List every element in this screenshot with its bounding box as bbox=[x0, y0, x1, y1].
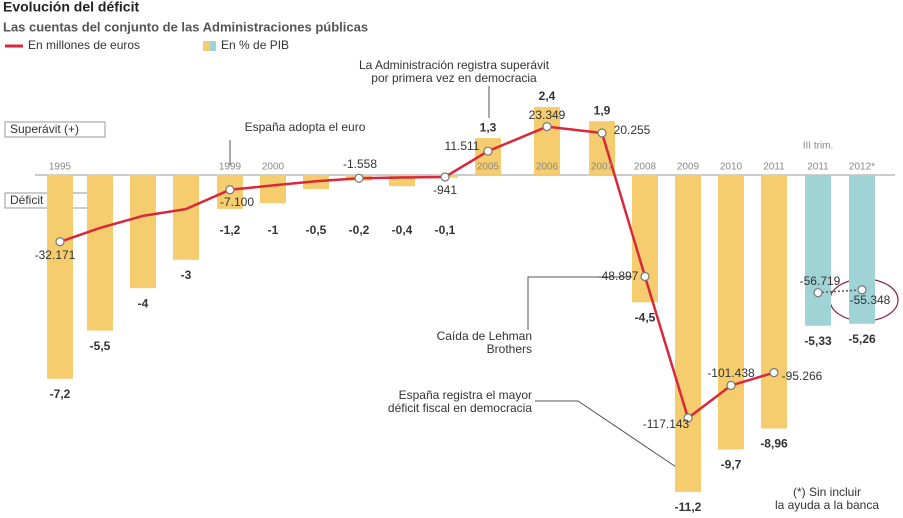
line-point bbox=[440, 172, 450, 182]
axis-label: Superávit (+) bbox=[10, 122, 79, 136]
line-point bbox=[542, 122, 552, 132]
bar-value-label: 1,9 bbox=[594, 103, 611, 117]
bar-value-label: -4,5 bbox=[635, 310, 656, 324]
bar-value-label: -11,2 bbox=[675, 500, 702, 514]
line-point bbox=[726, 380, 736, 391]
line-point bbox=[597, 128, 607, 138]
annotation: España registra el mayor bbox=[399, 388, 532, 402]
line-value-label: -117.143 bbox=[643, 417, 690, 431]
leader-line bbox=[535, 400, 689, 476]
line-point bbox=[857, 285, 867, 295]
line-value-label: 23.349 bbox=[529, 108, 566, 122]
annotation: La Administración registra superávit bbox=[359, 58, 550, 72]
line-point bbox=[55, 237, 65, 247]
legend: En millones de euros En % de PIB bbox=[5, 38, 289, 52]
x-tick-label: 2010 bbox=[720, 162, 743, 173]
x-tick-label: 2007 bbox=[591, 162, 614, 173]
bar-value-label: -7,2 bbox=[50, 387, 71, 401]
x-tick-label: 2006 bbox=[536, 162, 559, 173]
x-tick-label: 2000 bbox=[262, 162, 285, 173]
line-value-label: 20.255 bbox=[614, 123, 651, 137]
bar bbox=[805, 174, 831, 326]
line-point bbox=[483, 146, 493, 156]
annotation: por primera vez en democracia bbox=[371, 71, 537, 85]
bar bbox=[87, 174, 113, 331]
bar-value-label: -5,33 bbox=[804, 334, 832, 348]
bar-value-label: -0,1 bbox=[435, 223, 456, 237]
line-value-label: -1.558 bbox=[343, 157, 377, 171]
bar-value-label: -0,4 bbox=[392, 223, 413, 237]
x-tick-label: 2005 bbox=[477, 162, 500, 173]
x-tick-label: 2009 bbox=[677, 162, 700, 173]
legend-swatch bbox=[203, 41, 211, 51]
bar-value-label: 1,3 bbox=[480, 120, 497, 134]
bar-value-label: -5,5 bbox=[90, 339, 111, 353]
line-value-label: -32.171 bbox=[35, 248, 76, 262]
line bbox=[59, 125, 775, 421]
line-value-label: -101.438 bbox=[707, 366, 755, 380]
bar-value-label: -5,26 bbox=[848, 332, 876, 346]
bar bbox=[173, 174, 199, 260]
bar-value-label: -0,5 bbox=[306, 223, 327, 237]
bar bbox=[761, 174, 787, 429]
line-point bbox=[813, 288, 823, 298]
bar bbox=[718, 174, 744, 450]
annotation: (*) Sin incluir bbox=[793, 485, 861, 499]
bar bbox=[534, 106, 560, 175]
line-value-label: -48.897 bbox=[598, 269, 639, 283]
bar-value-label: -4 bbox=[138, 296, 149, 310]
group-label: III trim. bbox=[803, 141, 834, 152]
chart-subtitle: Las cuentas del conjunto de las Administ… bbox=[3, 19, 368, 34]
bar-value-label: -1 bbox=[268, 223, 279, 237]
bar-value-label: -1,2 bbox=[220, 223, 241, 237]
bar-value-label: 2,4 bbox=[539, 89, 556, 103]
leader-lines bbox=[229, 86, 689, 476]
bar-value-label: -0,2 bbox=[349, 223, 370, 237]
chart-title: Evolución del déficit bbox=[3, 0, 139, 15]
line-point bbox=[354, 173, 364, 183]
line-value-label: -7.100 bbox=[220, 195, 254, 209]
bar-value-label: -9,7 bbox=[721, 458, 742, 472]
annotation: Caída de Lehman bbox=[437, 329, 532, 343]
x-tick-label: 2012* bbox=[849, 162, 875, 173]
legend-label: En millones de euros bbox=[28, 38, 140, 52]
line-point bbox=[640, 271, 650, 282]
x-tick-label: 1995 bbox=[49, 162, 72, 173]
leader-line bbox=[527, 276, 640, 330]
lines bbox=[59, 125, 863, 421]
bar bbox=[632, 174, 658, 303]
x-tick-label: 2011 bbox=[763, 162, 785, 173]
line-value-label: -941 bbox=[433, 183, 457, 197]
bar bbox=[849, 174, 875, 324]
annotation: Brothers bbox=[487, 342, 532, 356]
x-tick-label: 1999 bbox=[219, 162, 242, 173]
bar bbox=[47, 174, 73, 379]
axis-label-box bbox=[4, 121, 106, 138]
bar-value-label: -3 bbox=[181, 268, 192, 282]
axis-label: Déficit (-) bbox=[10, 193, 59, 207]
legend-swatch bbox=[210, 41, 216, 51]
line-point bbox=[683, 413, 693, 423]
line-value-label: -95.266 bbox=[782, 369, 823, 383]
line-value-label: -56.719 bbox=[800, 274, 841, 288]
line-point bbox=[225, 185, 235, 195]
bars bbox=[47, 106, 875, 492]
annotation: déficit fiscal en democracia bbox=[388, 401, 532, 415]
bar bbox=[130, 174, 156, 289]
line-value-label: -55.348 bbox=[850, 293, 891, 307]
bar bbox=[675, 174, 701, 492]
annotation: la ayuda a la banca bbox=[775, 498, 879, 512]
bar bbox=[389, 174, 415, 187]
bar bbox=[260, 174, 286, 204]
bar-value-label: -8,96 bbox=[760, 437, 788, 451]
line-point bbox=[769, 368, 779, 378]
line bbox=[817, 289, 863, 294]
x-tick-label: 2008 bbox=[634, 162, 657, 173]
line-value-label: 11.511 bbox=[445, 139, 480, 153]
annotation: España adopta el euro bbox=[245, 120, 366, 134]
legend-label: En % de PIB bbox=[221, 38, 289, 52]
x-tick-label: 2011 bbox=[807, 162, 829, 173]
